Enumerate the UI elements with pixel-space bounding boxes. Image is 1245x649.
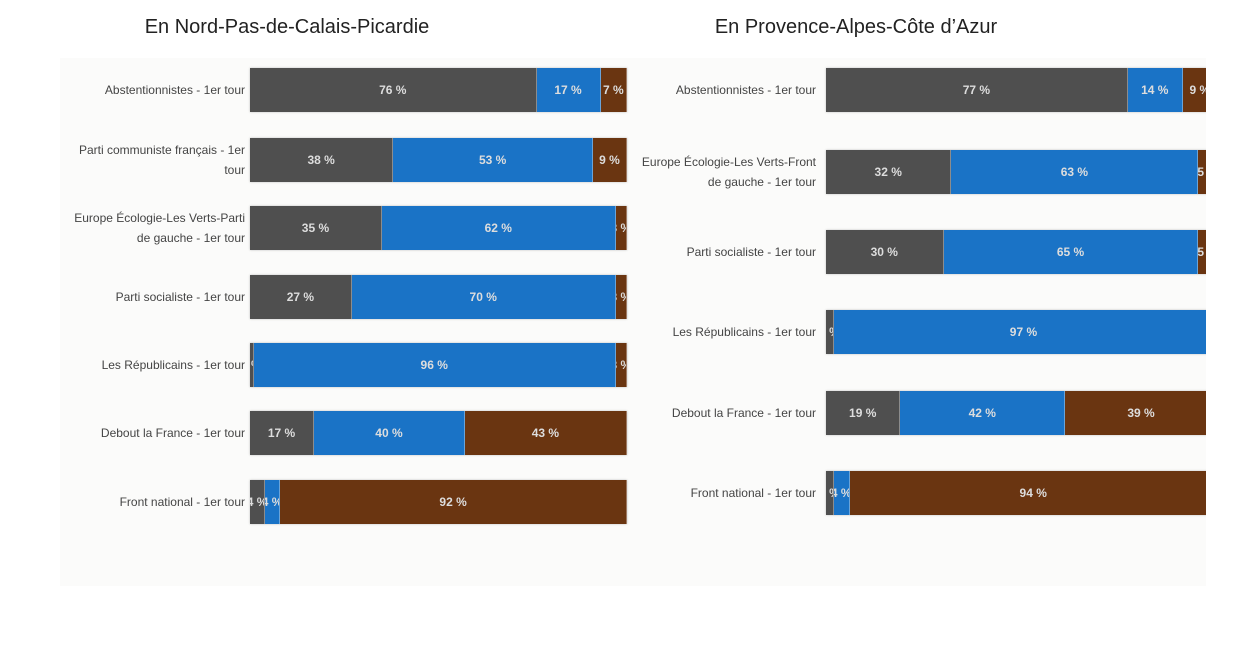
chart-provence-alpes-cote-azur: Abstentionnistes - 1er tour 77 %14 %9 % Eu… [632,58,1206,586]
bar-segment: 4 % [265,480,281,524]
category-label: Parti socialiste - 1er tour [115,290,245,304]
bar-segment: 2 % [826,310,834,354]
bar-segment: 3 % [615,275,627,319]
bar-segment: 5 % [1198,150,1206,194]
bar-row: Les Républicains - 1er tour 2 %97 %1 % [632,310,1206,354]
bar-row: Front national - 1er tour4 %4 %92 % [60,480,632,524]
bar-segment: 42 % [900,391,1066,435]
chart-title-left: En Nord-Pas-de-Calais-Picardie [144,16,430,38]
bar-segment: 17 % [250,411,315,455]
category-label: Les Républicains - 1er tour [101,358,245,372]
bar-segment: 7 % [600,68,627,112]
bar-row: Europe Écologie-Les Verts-Parti de gauch… [60,206,632,250]
category-label: Debout la France - 1er tour [671,406,816,420]
stacked-bar: 2 %97 %1 % [826,310,1206,354]
bar-segment: 3 % [615,343,627,387]
bar-segment: 39 % [1065,391,1206,435]
bar-row: Parti socialiste - 1er tour 30 %65 %5 % [632,230,1206,274]
bar-segment: 4 % [250,480,266,524]
category-label: Europe Écologie-Les Verts-Front de gauch… [641,155,816,189]
bar-segment: 96 % [253,343,616,387]
bar-segment: 17 % [536,68,601,112]
bar-segment: 63 % [951,150,1199,194]
stacked-bar: 4 %4 %92 % [250,480,627,524]
bar-segment: 43 % [464,411,627,455]
bar-row: Europe Écologie-Les Verts-Front de gauch… [632,150,1206,194]
bar-row: Debout la France - 1er tour 19 % 42 % 39 % [632,391,1206,435]
bar-segment: 53 % [393,138,594,182]
bar-segment: 2 % [826,471,834,515]
category-label: Les Républicains - 1er tour [672,325,816,339]
bar-segment: 5 % [1198,230,1206,274]
bar-segment: 62 % [381,206,616,250]
stacked-bar: 32 %63 %5 % [826,150,1206,194]
stacked-bar: 76 % 17 % 7 % [250,68,627,112]
bar-segment: 92 % [280,480,627,524]
category-label: Abstentionnistes - 1er tour [675,83,816,97]
stacked-bar: 30 %65 %5 % [826,230,1206,274]
bar-row: Parti socialiste - 1er tour 27 %70 %3 % [60,275,632,319]
category-label: Europe Écologie-Les Verts-Parti de gauch… [74,211,245,245]
bar-segment: 77 % [826,68,1128,112]
bar-segment: 32 % [826,150,952,194]
stacked-bar: 2 %4 %94 % [826,471,1206,515]
chart-title-right: En Provence-Alpes-Côte d’Azur [714,16,998,38]
bar-segment: 9 % [1182,68,1206,112]
chart-nord-pas-de-calais-picardie: Abstentionnistes - 1er tour 76 % 17 % 7 % Pa… [60,58,632,586]
bar-segment: 27 % [250,275,352,319]
bar-segment: 3 % [615,206,627,250]
bar-row: Debout la France - 1er tour 17 % 40 % 43 % [60,411,632,455]
stacked-bar: 77 %14 %9 % [826,68,1206,112]
category-label: Debout la France - 1er tour [100,426,245,440]
bar-row: Parti communiste français - 1er tour 38 %… [60,138,632,182]
bar-row: Abstentionnistes - 1er tour 76 % 17 % 7 % [60,68,632,112]
category-label: Front national - 1er tour [690,486,816,500]
bar-segment: 40 % [314,411,465,455]
bar-segment: 19 % [826,391,901,435]
bar-segment: 94 % [849,471,1206,515]
bar-segment: 14 % [1127,68,1183,112]
bar-segment: 30 % [826,230,944,274]
bar-segment: 65 % [943,230,1199,274]
bar-segment: 4 % [833,471,850,515]
bar-segment: 70 % [351,275,616,319]
category-label: Parti socialiste - 1er tour [686,245,816,259]
stacked-bar: 35 %62 %3 % [250,206,627,250]
bar-row: Les Républicains - 1er tour 1 %96 %3 % [60,343,632,387]
bar-segment: 76 % [250,68,537,112]
bar-segment: 97 % [833,310,1206,354]
stacked-bar: 19 % 42 % 39 % [826,391,1206,435]
bar-segment: 1 % [250,343,254,387]
bar-segment: 35 % [250,206,382,250]
stacked-bar: 27 %70 %3 % [250,275,627,319]
category-label: Abstentionnistes - 1er tour [104,83,245,97]
bar-row: Front national - 1er tour 2 %4 %94 % [632,471,1206,515]
bar-row: Abstentionnistes - 1er tour 77 %14 %9 % [632,68,1206,112]
stacked-bar: 38 % 53 % 9 % [250,138,627,182]
stacked-bar: 17 % 40 % 43 % [250,411,627,455]
bar-segment: 38 % [250,138,394,182]
bar-segment: 9 % [593,138,627,182]
category-label: Parti communiste français - 1er tour [78,143,245,177]
category-label: Front national - 1er tour [119,495,245,509]
stacked-bar: 1 %96 %3 % [250,343,627,387]
